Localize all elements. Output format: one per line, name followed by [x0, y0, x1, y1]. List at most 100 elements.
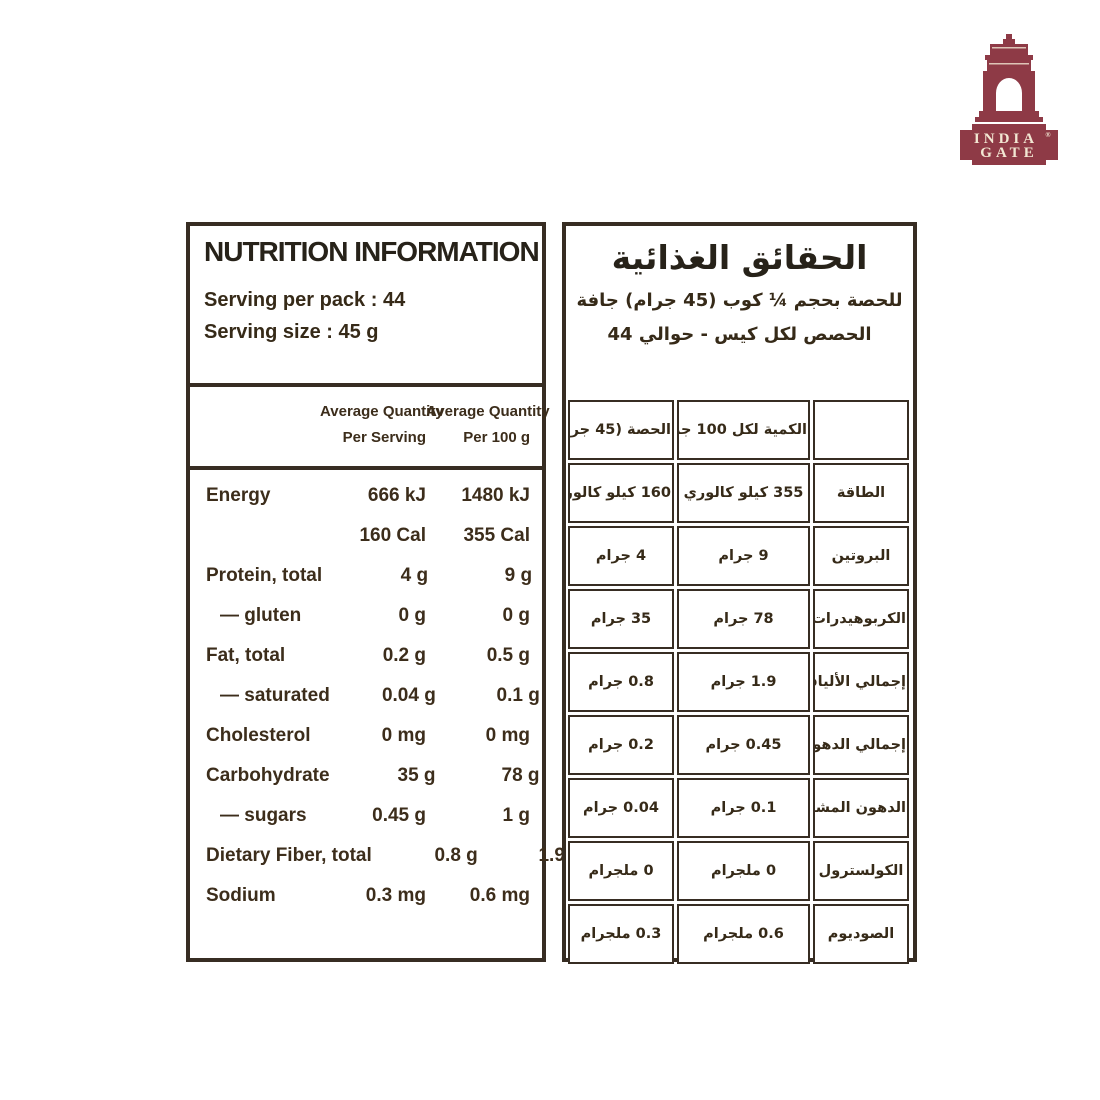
arabic-nutrition-row: البروتين 9 جرام 4 جرام — [568, 526, 909, 586]
per-serving-value: 160 Cal — [359, 525, 426, 546]
arabic-nutrition-row: إجمالي الألياف 1.9 جرام 0.8 جرام — [568, 652, 909, 712]
per-100g-value: 9 g — [504, 565, 533, 586]
arabic-per-100g-value: 0 ملجرام — [677, 841, 810, 901]
nutrition-row: Protein, total 4 g 9 g — [206, 556, 533, 596]
per-serving-value: 0 g — [398, 605, 426, 626]
per-serving-value: 0.45 g — [372, 805, 426, 826]
arabic-per-serving-value: 0.3 ملجرام — [568, 904, 674, 964]
arabic-nutrient-name: الدهون المشبعة — [813, 778, 909, 838]
nutrient-label: — gluten — [220, 605, 302, 626]
arabic-serving-size-line: للحصة بحجم ¼ كوب (45 جرام) جافة — [576, 290, 903, 311]
logo-text-india: INDIA — [974, 131, 1038, 147]
nutrition-row: Carbohydrate 35 g 78 g — [206, 756, 540, 796]
arabic-empty-header-cell — [813, 400, 909, 460]
arabic-nutrient-name: إجمالي الألياف — [813, 652, 909, 712]
per-100g-value: 0.1 g — [496, 685, 540, 706]
english-table-body: Energy 666 kJ 1480 kJ 160 Cal 355 Cal Pr… — [190, 470, 582, 916]
arabic-title: الحقائق الغذائية — [611, 238, 868, 277]
col-header-per-100g: Per 100 g — [463, 429, 530, 447]
per-serving-value: 35 g — [397, 765, 436, 786]
section-divider — [190, 466, 542, 470]
arabic-per-100g-value: 355 كيلو كالوري — [677, 463, 810, 523]
per-serving-value: 0.8 g — [434, 845, 478, 866]
col-header-avg-qty-100g: Average Quantity — [426, 403, 550, 420]
logo-registered-mark: ® — [1045, 131, 1051, 139]
arabic-nutrient-name: الطاقة — [813, 463, 909, 523]
arabic-per-serving-value: 0.2 جرام — [568, 715, 674, 775]
nutrient-label: Protein, total — [206, 565, 323, 586]
arabic-nutrition-panel: الحقائق الغذائية للحصة بحجم ¼ كوب (45 جر… — [562, 222, 917, 964]
per-serving-value: 0.04 g — [381, 685, 436, 706]
arabic-col-header-per-serving: الحصة (45 جرام) — [568, 400, 674, 460]
arabic-nutrition-row: الكولسترول 0 ملجرام 0 ملجرام — [568, 841, 909, 901]
arabic-panel-header: الحقائق الغذائية للحصة بحجم ¼ كوب (45 جر… — [566, 226, 913, 397]
nutrition-row: Fat, total 0.2 g 0.5 g — [206, 636, 530, 676]
arabic-nutrient-name: الكولسترول — [813, 841, 909, 901]
section-divider — [190, 383, 542, 387]
arabic-per-100g-value: 0.6 ملجرام — [677, 904, 810, 964]
per-serving-value: 0.3 mg — [365, 885, 426, 906]
arabic-per-serving-value: 0 ملجرام — [568, 841, 674, 901]
per-100g-value: 1480 kJ — [461, 485, 530, 506]
nutrition-row: 160 Cal 355 Cal — [206, 516, 530, 556]
arabic-nutrition-row: الكربوهيدرات 78 جرام 35 جرام — [568, 589, 909, 649]
arabic-table-body: الكمية لكل 100 جرام الحصة (45 جرام) الطا… — [568, 400, 909, 964]
arabic-nutrition-row: الصوديوم 0.6 ملجرام 0.3 ملجرام — [568, 904, 909, 964]
nutrition-row: — gluten 0 g 0 g — [206, 596, 530, 636]
nutrient-label: — sugars — [220, 805, 307, 826]
col-header-avg-qty-serving: Average Quantity — [320, 403, 444, 420]
nutrient-label: Fat, total — [206, 645, 286, 666]
nutrient-label: Energy — [206, 485, 271, 506]
per-serving-value: 0.2 g — [382, 645, 426, 666]
arabic-per-serving-value: 0.8 جرام — [568, 652, 674, 712]
nutrient-label: Carbohydrate — [206, 765, 330, 786]
nutrition-row: — saturated 0.04 g 0.1 g — [206, 676, 540, 716]
nutrient-label: — saturated — [220, 685, 330, 706]
nutrient-label: Cholesterol — [206, 725, 311, 746]
per-100g-value: 0 g — [502, 605, 530, 626]
english-column-headers: Average Quantity Average Quantity Per Se… — [190, 387, 550, 466]
arabic-per-serving-value: 160 كيلو كالوري — [568, 463, 674, 523]
english-panel-header: NUTRITION INFORMATION Serving per pack :… — [190, 226, 542, 383]
arabic-nutrition-row: الدهون المشبعة 0.1 جرام 0.04 جرام — [568, 778, 909, 838]
logo-text-gate: GATE — [980, 145, 1037, 161]
nutrition-row: Energy 666 kJ 1480 kJ — [206, 476, 530, 516]
per-serving-value: 4 g — [400, 565, 429, 586]
per-100g-value: 78 g — [501, 765, 540, 786]
per-100g-value: 0.6 mg — [469, 885, 530, 906]
per-100g-value: 1 g — [502, 805, 530, 826]
arabic-header-row: الكمية لكل 100 جرام الحصة (45 جرام) — [568, 400, 909, 460]
per-serving-value: 666 kJ — [367, 485, 426, 506]
english-nutrition-panel: NUTRITION INFORMATION Serving per pack :… — [186, 222, 582, 962]
arabic-col-header-per-100g: الكمية لكل 100 جرام — [677, 400, 810, 460]
arabic-nutrient-name: البروتين — [813, 526, 909, 586]
serving-per-pack: Serving per pack : 44 — [204, 289, 406, 311]
serving-size: Serving size : 45 g — [204, 321, 379, 343]
arabic-nutrient-name: الكربوهيدرات — [813, 589, 909, 649]
arabic-nutrient-name: الصوديوم — [813, 904, 909, 964]
per-100g-value: 0 mg — [485, 725, 530, 746]
nutrition-row: Dietary Fiber, total 0.8 g 1.9 g — [206, 836, 582, 876]
nutrient-label: Sodium — [206, 885, 276, 906]
arabic-per-100g-value: 78 جرام — [677, 589, 810, 649]
arabic-nutrition-table: الكمية لكل 100 جرام الحصة (45 جرام) الطا… — [565, 397, 912, 967]
col-header-per-serving: Per Serving — [342, 429, 426, 447]
nutrition-row: Cholesterol 0 mg 0 mg — [206, 716, 530, 756]
arabic-nutrient-name: إجمالي الدهون — [813, 715, 909, 775]
arabic-per-100g-value: 1.9 جرام — [677, 652, 810, 712]
nutrition-row: — sugars 0.45 g 1 g — [206, 796, 530, 836]
per-100g-value: 0.5 g — [486, 645, 530, 666]
arabic-per-100g-value: 9 جرام — [677, 526, 810, 586]
per-serving-value: 0 mg — [381, 725, 426, 746]
arabic-nutrition-row: إجمالي الدهون 0.45 جرام 0.2 جرام — [568, 715, 909, 775]
arabic-per-serving-value: 35 جرام — [568, 589, 674, 649]
arabic-per-100g-value: 0.1 جرام — [677, 778, 810, 838]
nutrition-row: Sodium 0.3 mg 0.6 mg — [206, 876, 530, 916]
india-gate-monument-icon: INDIA ® GATE — [960, 34, 1058, 165]
arabic-per-serving-value: 0.04 جرام — [568, 778, 674, 838]
per-100g-value: 355 Cal — [463, 525, 530, 546]
arabic-servings-per-pack-line: الحصص لكل كيس - حوالي 44 — [607, 324, 872, 345]
arabic-per-serving-value: 4 جرام — [568, 526, 674, 586]
nutrient-label: Dietary Fiber, total — [206, 845, 372, 866]
